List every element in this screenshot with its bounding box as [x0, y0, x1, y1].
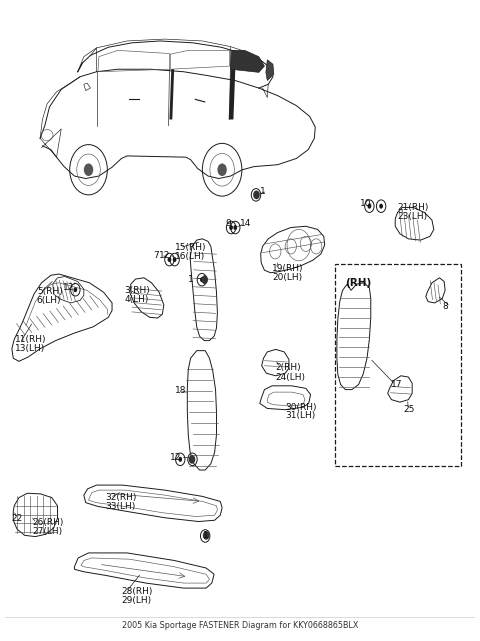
Text: 13(LH): 13(LH) [15, 344, 46, 353]
Text: 28(RH): 28(RH) [121, 587, 153, 596]
Circle shape [253, 190, 260, 199]
Polygon shape [230, 51, 264, 72]
Text: 30(RH): 30(RH) [285, 403, 317, 412]
Text: 14: 14 [240, 219, 251, 228]
Text: 29(LH): 29(LH) [121, 596, 152, 605]
Circle shape [368, 204, 371, 209]
Circle shape [189, 455, 195, 463]
Text: 6(LH): 6(LH) [37, 296, 61, 305]
Circle shape [203, 531, 209, 540]
Circle shape [254, 192, 258, 197]
Circle shape [84, 163, 93, 176]
Text: 8: 8 [443, 302, 448, 311]
Text: 17: 17 [391, 380, 402, 389]
Text: 1: 1 [260, 187, 265, 196]
Polygon shape [169, 69, 174, 119]
Text: 33(LH): 33(LH) [106, 502, 136, 511]
Text: 11(RH): 11(RH) [15, 335, 47, 344]
Text: (RH): (RH) [346, 278, 372, 288]
Text: 24(LH): 24(LH) [275, 372, 305, 381]
Text: 32(RH): 32(RH) [106, 493, 137, 502]
Text: 10: 10 [360, 199, 372, 208]
Circle shape [179, 457, 182, 462]
Text: 25: 25 [404, 405, 415, 414]
Text: 3(RH): 3(RH) [125, 286, 151, 295]
Text: 21(RH): 21(RH) [397, 203, 429, 212]
Text: 18: 18 [175, 387, 187, 395]
Text: 19(RH): 19(RH) [272, 265, 303, 274]
Circle shape [217, 163, 227, 176]
Polygon shape [228, 69, 235, 119]
Bar [335, 264, 461, 466]
Text: 20(LH): 20(LH) [272, 273, 302, 282]
Text: 12: 12 [159, 251, 170, 260]
Circle shape [233, 225, 237, 230]
Text: 1: 1 [203, 531, 209, 540]
Text: 15(RH): 15(RH) [175, 243, 206, 252]
Circle shape [202, 275, 208, 284]
Text: 2(RH): 2(RH) [275, 363, 301, 372]
Text: 12: 12 [170, 453, 182, 462]
Circle shape [73, 287, 77, 292]
Circle shape [200, 277, 204, 282]
Text: 2005 Kia Sportage FASTENER Diagram for KKY0668865BLX: 2005 Kia Sportage FASTENER Diagram for K… [122, 621, 358, 630]
Text: 5(RH): 5(RH) [37, 287, 62, 296]
Text: 9: 9 [226, 219, 231, 228]
Text: 27(LH): 27(LH) [32, 527, 62, 536]
Text: 23(LH): 23(LH) [397, 212, 427, 221]
Text: 1: 1 [188, 274, 193, 283]
Text: 7: 7 [154, 251, 159, 260]
Text: 4(LH): 4(LH) [125, 295, 149, 304]
Text: 22: 22 [12, 514, 23, 523]
Text: 26(RH): 26(RH) [32, 519, 63, 528]
Text: 12: 12 [63, 283, 74, 292]
Circle shape [173, 257, 177, 262]
Circle shape [379, 204, 383, 209]
Circle shape [191, 457, 194, 462]
Circle shape [229, 225, 233, 230]
Circle shape [204, 533, 207, 538]
Text: 16(LH): 16(LH) [175, 252, 205, 261]
Text: 31(LH): 31(LH) [285, 412, 315, 420]
Circle shape [168, 257, 171, 262]
Polygon shape [266, 60, 274, 81]
